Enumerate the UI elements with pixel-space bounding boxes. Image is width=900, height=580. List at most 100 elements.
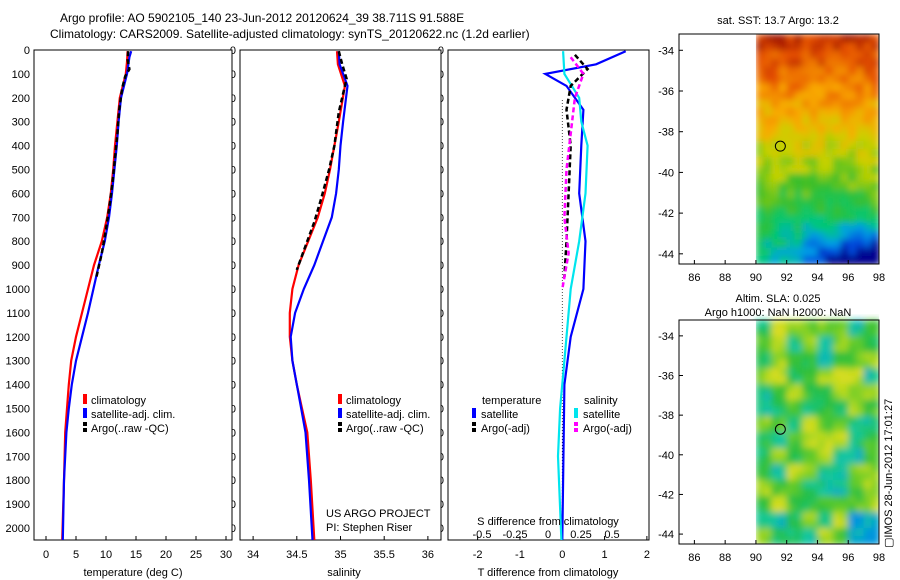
map-cell <box>786 432 796 441</box>
map-cell <box>871 91 879 101</box>
map-cell <box>848 424 857 433</box>
map-cell <box>779 190 788 200</box>
map-cell <box>763 392 773 401</box>
map-cell <box>848 360 857 369</box>
map-cell <box>848 181 857 192</box>
map-cell <box>794 464 804 473</box>
map-cell <box>809 239 819 249</box>
map-cell <box>755 472 765 481</box>
map-cell <box>763 480 773 489</box>
map-cell <box>825 536 834 544</box>
map-cell <box>848 392 857 401</box>
map-cell <box>817 99 827 109</box>
map-cell <box>771 231 780 241</box>
map-cell <box>832 320 842 329</box>
map-cell <box>802 190 811 200</box>
map-cell <box>817 328 827 337</box>
map-cell <box>802 360 811 369</box>
map-cell <box>786 320 796 329</box>
map-cell <box>794 239 804 249</box>
map-cell <box>817 432 827 441</box>
map-cell <box>848 528 857 537</box>
map-cell <box>832 440 842 449</box>
map-cell <box>771 91 780 101</box>
legend-label-t-satellite: satellite <box>481 409 518 421</box>
map-cell <box>832 99 842 109</box>
map-cell <box>771 496 780 505</box>
map-cell <box>840 107 850 118</box>
map-cell <box>825 320 834 329</box>
map-cell <box>832 536 842 544</box>
map-cell <box>871 472 879 481</box>
map-cell <box>817 320 827 329</box>
map-cell <box>794 536 804 544</box>
map-cell <box>809 496 819 505</box>
map-cell <box>825 392 834 401</box>
map-cell <box>848 255 857 264</box>
map-cell <box>848 107 857 118</box>
s-difference-tick-label: 0 <box>545 529 551 541</box>
lon-tick-label: 86 <box>688 552 700 564</box>
map-cell <box>855 116 865 126</box>
map-cell <box>817 360 827 369</box>
map-cell <box>771 198 780 208</box>
map-cell <box>871 190 879 200</box>
map-cell <box>802 247 811 257</box>
map-cell <box>855 344 865 353</box>
map-cell <box>863 376 873 385</box>
map-field-blur <box>755 320 879 544</box>
map-cell <box>863 352 873 361</box>
map-cell <box>779 58 788 68</box>
map-cell <box>802 231 811 241</box>
map-cell <box>863 456 873 465</box>
map-cell <box>802 181 811 192</box>
map-cell <box>786 50 796 60</box>
map-cell <box>840 222 850 233</box>
salinity-axes-frame <box>239 49 442 541</box>
map-cell <box>871 83 879 93</box>
map-cell <box>779 392 788 401</box>
map-cell <box>840 91 850 101</box>
map-cell <box>840 247 850 257</box>
map-cell <box>825 75 834 85</box>
map-cell <box>809 99 819 109</box>
map-cell <box>825 520 834 529</box>
map-cell <box>763 384 773 393</box>
map-cell <box>755 66 765 77</box>
map-cell <box>825 50 834 60</box>
map-nodata-area <box>679 34 756 264</box>
map-cell <box>802 432 811 441</box>
x-tick-label: 0 <box>43 549 49 561</box>
x-tick-label: 34.5 <box>286 549 307 561</box>
map-cell <box>755 440 765 449</box>
map-cell <box>771 352 780 361</box>
map-cell <box>771 512 780 521</box>
map-cell <box>794 384 804 393</box>
map-cell <box>840 239 850 249</box>
map-cell <box>809 384 819 393</box>
map-cell <box>771 440 780 449</box>
map-cell <box>809 157 819 167</box>
map-cell <box>755 231 765 241</box>
map-cell <box>763 34 773 44</box>
map-cell <box>825 34 834 44</box>
map-cell <box>832 416 842 425</box>
map-cell <box>832 34 842 44</box>
map-cell <box>771 448 780 457</box>
float-location-marker <box>774 140 786 152</box>
map-cell <box>779 181 788 192</box>
map-cell <box>871 149 879 159</box>
map-cell <box>786 536 796 544</box>
lat-tick-label: -44 <box>658 529 674 541</box>
map-cell <box>848 75 857 85</box>
map-cell <box>840 464 850 473</box>
map-cell <box>794 360 804 369</box>
map-cell <box>871 157 879 167</box>
map-cell <box>779 247 788 257</box>
map-cell <box>794 352 804 361</box>
map-cell <box>817 424 827 433</box>
map-cell <box>855 360 865 369</box>
map-cell <box>755 448 765 457</box>
map-cell <box>825 132 834 142</box>
map-cell <box>840 173 850 183</box>
